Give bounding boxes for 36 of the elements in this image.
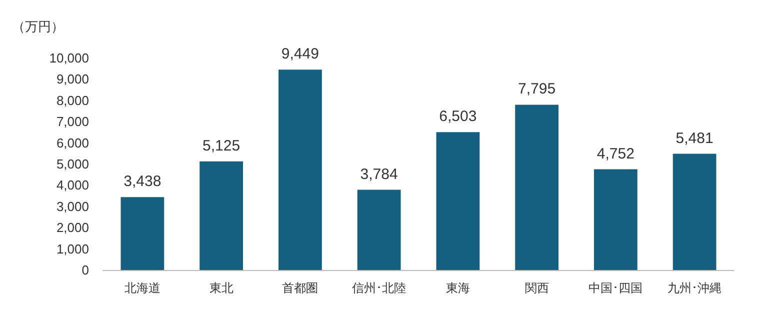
x-tick-label: 首都圏 — [282, 281, 318, 295]
data-label: 5,125 — [202, 137, 240, 154]
x-tick-label: 九州･沖縄 — [668, 281, 722, 295]
data-label: 5,481 — [676, 130, 714, 147]
y-tick-label: 7,000 — [56, 114, 89, 130]
y-tick-label: 5,000 — [56, 156, 89, 172]
bar — [515, 104, 559, 270]
y-tick-label: 2,000 — [56, 220, 89, 236]
x-tick-label: 中国･四国 — [588, 281, 643, 295]
data-label: 3,438 — [124, 173, 162, 190]
bar — [120, 197, 164, 270]
y-tick-label: 8,000 — [56, 92, 89, 108]
data-label: 6,503 — [439, 108, 477, 126]
bar — [357, 190, 401, 270]
x-tick-label: 北海道 — [124, 281, 160, 295]
data-label: 3,784 — [360, 166, 398, 183]
y-tick-label: 1,000 — [56, 241, 89, 256]
y-tick-label: 0 — [82, 262, 89, 278]
data-label: 4,752 — [596, 145, 634, 162]
bar — [594, 169, 638, 270]
y-tick-label: 4,000 — [56, 178, 89, 193]
bar — [278, 70, 322, 270]
x-tick-label: 信州･北陸 — [352, 281, 406, 295]
data-label: 7,795 — [518, 80, 556, 98]
bar — [200, 161, 244, 270]
x-tick-label: 東北 — [209, 281, 234, 295]
bar — [672, 154, 716, 270]
bar — [436, 132, 480, 270]
y-tick-label: 9,000 — [56, 72, 89, 87]
y-tick-label: 10,000 — [49, 50, 89, 66]
y-axis-title: （万円） — [12, 19, 64, 34]
x-tick-label: 東海 — [446, 281, 470, 295]
x-tick-label: 関西 — [524, 281, 549, 295]
data-label: 9,449 — [281, 46, 319, 63]
y-tick-label: 6,000 — [56, 135, 89, 150]
y-tick-label: 3,000 — [56, 198, 89, 214]
